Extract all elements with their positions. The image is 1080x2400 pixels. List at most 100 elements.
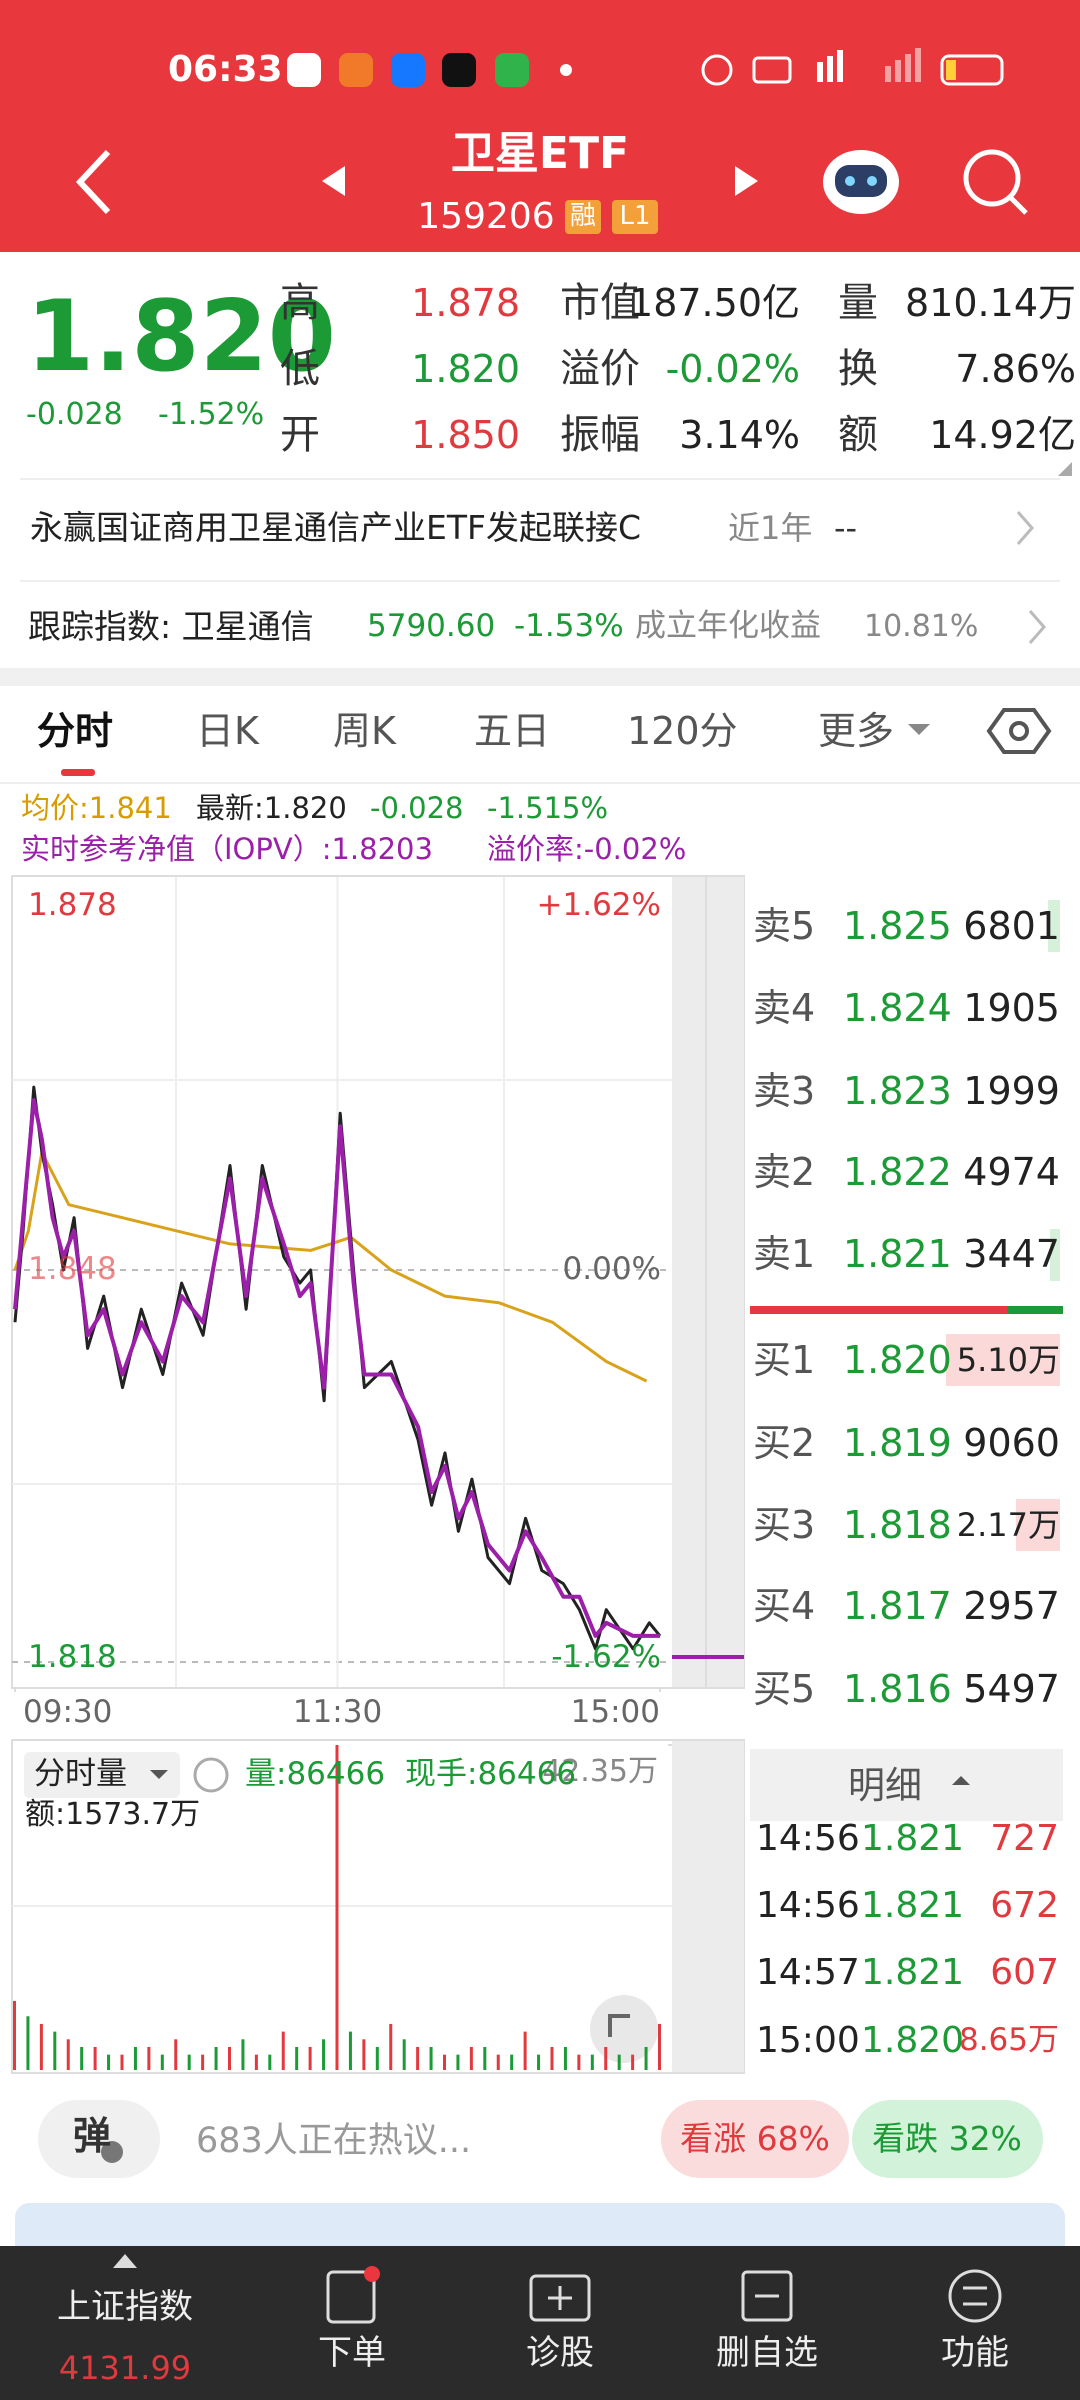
stat-value: 810.14万 [905, 281, 1076, 326]
help-icon[interactable] [193, 1757, 229, 1793]
nav-item[interactable]: 诊股 [526, 2332, 594, 2373]
dropdown-arrow [952, 1776, 970, 1785]
volume-bar [590, 2054, 594, 2070]
volume-bar [93, 2046, 97, 2070]
bear-label[interactable]: 看跌 32% [872, 2119, 1022, 2159]
price-change: -0.028 [26, 397, 123, 432]
bull-label[interactable]: 看涨 68% [680, 2119, 830, 2159]
bottom-nav [0, 2246, 1080, 2400]
trade-time: 14:56 [756, 1818, 860, 1860]
volume-bar [120, 2054, 124, 2070]
stock-title: 卫星ETF [450, 127, 630, 179]
annual-value: 10.81% [864, 609, 979, 644]
stock-tag: 融 [569, 201, 597, 232]
order-label: 买1 [753, 1338, 816, 1383]
volume-bar [39, 2023, 43, 2070]
nav-item[interactable]: 下单 [318, 2332, 386, 2373]
order-label: 买4 [753, 1584, 816, 1629]
nav-index-name[interactable]: 上证指数 [57, 2286, 193, 2327]
order-price: 1.824 [843, 986, 952, 1031]
y-tick-label: 1.878 [28, 887, 117, 924]
order-price: 1.823 [843, 1069, 952, 1114]
volume-bar [254, 2054, 258, 2070]
stat-label: 额 [838, 412, 878, 458]
danmaku-button[interactable] [38, 2100, 160, 2178]
volume-bar [563, 2046, 567, 2070]
nav-item[interactable]: 功能 [941, 2332, 1009, 2373]
selector-bg[interactable] [24, 1752, 180, 1798]
last-price: 1.820 [26, 280, 336, 395]
stat-label: 开 [280, 412, 320, 458]
prev-button[interactable] [322, 166, 345, 196]
settings-icon[interactable] [986, 708, 1052, 754]
price-line [13, 1098, 660, 1638]
expand-button[interactable] [590, 1995, 658, 2063]
tab[interactable]: 更多 [818, 709, 895, 754]
after-hours-band [672, 1741, 744, 2072]
order-price: 1.818 [843, 1503, 952, 1548]
stat-label: 溢价 [560, 346, 640, 392]
detail-title[interactable]: 明细 [848, 1763, 922, 1807]
tab[interactable]: 周K [333, 709, 396, 754]
after-hours-band [672, 877, 744, 1687]
volume-bar [308, 2046, 312, 2070]
volume-bar [53, 2031, 57, 2070]
trade-price: 1.821 [861, 1818, 965, 1860]
volume-bar [80, 2046, 84, 2070]
volume-bar [13, 2000, 16, 2070]
chevron[interactable] [1028, 610, 1046, 644]
stat-value: -0.02% [665, 347, 800, 392]
comment-prompt[interactable]: 683人正在热议... [196, 2121, 472, 2161]
trade-volume: 8.65万 [958, 2022, 1059, 2059]
bear-button[interactable] [852, 2100, 1043, 2178]
chart-legend: 溢价率:-0.02% [487, 831, 687, 866]
order-price: 1.820 [843, 1338, 952, 1383]
next-button[interactable] [735, 166, 758, 196]
volume-bar [362, 2039, 366, 2070]
order-label: 卖2 [753, 1150, 816, 1195]
order-label: 卖5 [753, 904, 816, 949]
volume-bar [147, 2046, 151, 2070]
fund-name[interactable]: 永赢国证商用卫星通信产业ETF发起联接C [30, 508, 642, 548]
depth-bar [1050, 1229, 1060, 1281]
volume-bar [335, 1745, 339, 2070]
bull-button[interactable] [661, 2100, 849, 2178]
volume-selector[interactable]: 分时量 [34, 1756, 127, 1793]
order-label: 卖4 [753, 986, 816, 1031]
y-tick-label: 1.848 [28, 1251, 117, 1288]
chevron[interactable] [1016, 511, 1034, 545]
stat-value: 1.878 [411, 281, 520, 326]
depth-bar [946, 1334, 1060, 1386]
order-label: 买3 [753, 1503, 816, 1548]
annual-label: 成立年化收益 [635, 608, 821, 645]
robot-icon[interactable] [823, 150, 899, 214]
volume-bar [214, 2046, 218, 2070]
volume-bar [201, 2054, 205, 2070]
stat-value: 1.850 [411, 413, 520, 458]
chart-legend: 实时参考净值（IOPV）:1.8203 [21, 831, 433, 866]
trade-price: 1.821 [861, 1885, 965, 1927]
tab[interactable]: 日K [196, 709, 259, 754]
chart-legend: -0.028 [370, 790, 464, 825]
status-icons [287, 48, 1004, 87]
x-tick-label: 15:00 [570, 1694, 660, 1731]
y2-tick-label: 0.00% [562, 1251, 661, 1288]
order-price: 1.822 [843, 1150, 952, 1195]
tracking-label[interactable]: 跟踪指数: 卫星通信 [28, 607, 314, 647]
tab[interactable]: 分时 [37, 709, 114, 754]
order-volume: 5.10万 [956, 1340, 1060, 1379]
search-icon[interactable] [963, 149, 1028, 215]
order-price: 1.821 [843, 1232, 952, 1277]
order-label: 买2 [753, 1421, 816, 1466]
tag-bg [565, 200, 601, 234]
volume-bar [402, 2039, 406, 2070]
nav-item[interactable]: 删自选 [716, 2332, 818, 2373]
back-button[interactable] [75, 149, 111, 215]
danmaku-label[interactable]: 弹 [72, 2114, 112, 2159]
trade-time: 15:00 [756, 2020, 860, 2062]
stock-code: 159206 [417, 196, 555, 238]
tab[interactable]: 120分 [627, 709, 738, 754]
tab[interactable]: 五日 [474, 709, 551, 754]
index-value: 5790.60 [367, 608, 496, 645]
